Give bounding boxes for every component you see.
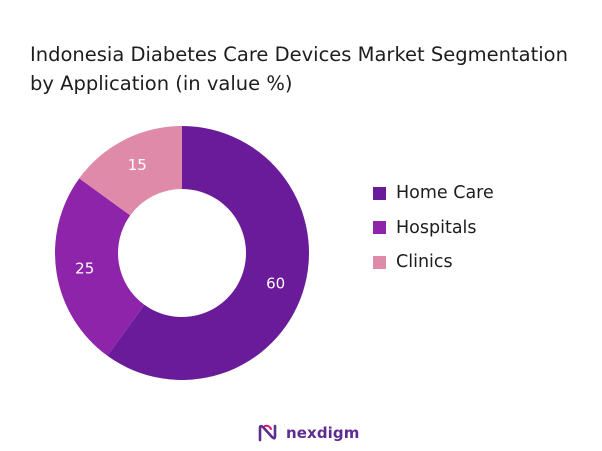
slice-label-hospitals: 25 (75, 259, 94, 277)
slice-home-care (107, 126, 309, 380)
chart-title: Indonesia Diabetes Care Devices Market S… (30, 43, 568, 95)
legend-label: Hospitals (396, 217, 477, 238)
legend-item-home-care: Home Care (373, 176, 494, 211)
slice-hospitals (54, 178, 145, 356)
slice-label-clinics: 15 (128, 156, 147, 174)
slice-label-home-care: 60 (266, 274, 285, 292)
legend-item-clinics: Clinics (373, 245, 494, 280)
nexdigm-logo-icon (258, 424, 277, 442)
chart-legend: Home Care Hospitals Clinics (373, 176, 494, 280)
legend-item-hospitals: Hospitals (373, 211, 494, 246)
legend-swatch (373, 186, 386, 200)
legend-swatch (373, 221, 386, 235)
donut-slices (54, 126, 309, 380)
legend-label: Home Care (396, 183, 494, 204)
slice-clinics (79, 126, 182, 216)
nexdigm-logo: nexdigm (258, 423, 359, 443)
legend-swatch (373, 255, 386, 269)
legend-label: Clinics (396, 252, 453, 273)
slice-labels: 60 25 15 (75, 156, 285, 292)
nexdigm-logo-text: nexdigm (286, 424, 360, 442)
